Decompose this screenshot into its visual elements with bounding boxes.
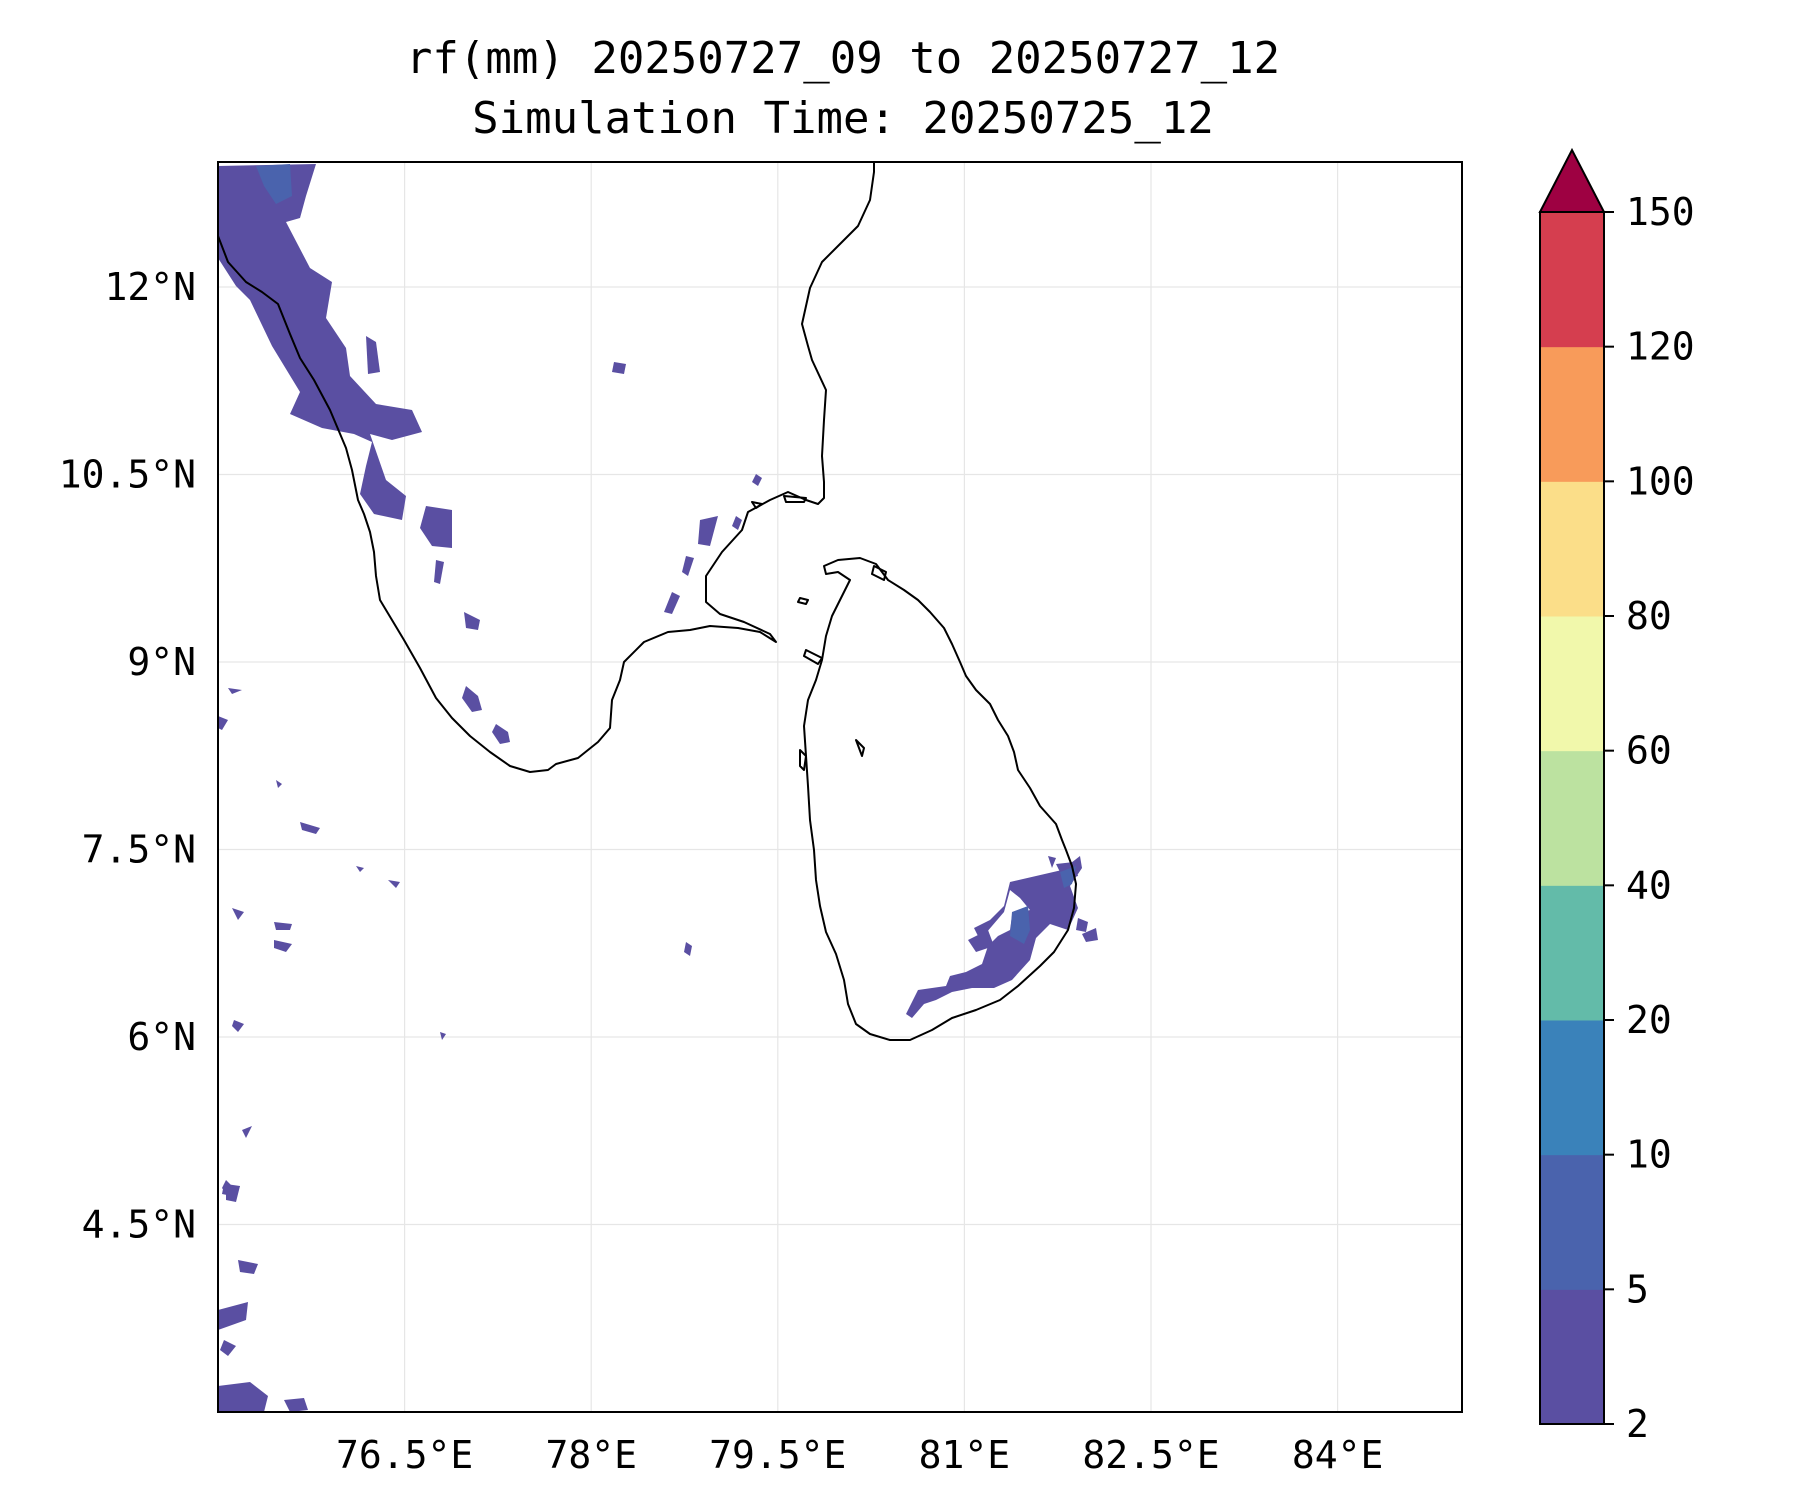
rain-cell [698, 516, 718, 546]
rain-cell-sri-lanka-southeast [906, 856, 1082, 1018]
rain-cell [440, 1032, 446, 1040]
rain-cell [664, 592, 680, 614]
coastline-islands [751, 495, 887, 771]
rain-cell [492, 724, 510, 744]
lat-tick-label: 9°N [127, 640, 196, 684]
rain-cell [284, 1398, 308, 1412]
rain-cell [276, 780, 282, 788]
rain-cell-sri-lanka-east [1048, 856, 1056, 868]
colorbar-tick-label: 10 [1626, 1133, 1672, 1177]
rain-cell [968, 930, 994, 952]
lon-tick-label: 82.5°E [1082, 1433, 1219, 1477]
rain-cell [218, 1382, 268, 1412]
rain-core-sri-lanka [1060, 866, 1076, 888]
colorbar-tick-label: 40 [1626, 863, 1672, 907]
rain-cell [232, 908, 244, 920]
lon-tick-label: 76.5°E [336, 1433, 473, 1477]
chart-title: rf(mm) 20250727_09 to 20250727_12 [405, 33, 1281, 84]
coastlines [218, 162, 1077, 1041]
colorbar-segment [1540, 1020, 1604, 1156]
rain-cell [434, 560, 444, 584]
lon-tick-label: 84°E [1292, 1433, 1384, 1477]
rain-cell [242, 1126, 252, 1138]
gridlines [218, 162, 1462, 1412]
colorbar-tick-label: 80 [1626, 594, 1672, 638]
lat-tick-label: 7.5°N [82, 828, 196, 872]
rain-cell [274, 940, 292, 952]
rain-cell [300, 822, 320, 834]
colorbar-frame [1539, 211, 1605, 1425]
lat-tick-label: 10.5°N [59, 453, 196, 497]
colorbar-extend-arrow [1538, 147, 1606, 213]
colorbar-tick-label: 2 [1626, 1402, 1649, 1446]
rain-cell [238, 1260, 258, 1274]
lon-tick-label: 78°E [545, 1433, 637, 1477]
rain-core-sri-lanka [1010, 906, 1030, 944]
rain-cell [218, 716, 228, 730]
map-frame [217, 161, 1463, 1413]
colorbar-tick-label: 100 [1626, 459, 1695, 503]
colorbar-segment [1540, 1154, 1604, 1290]
rain-cell [388, 880, 400, 888]
chart-subtitle: Simulation Time: 20250725_12 [472, 93, 1214, 144]
colorbar-segment [1540, 885, 1604, 1021]
coastline-india [218, 162, 875, 773]
rain-cell [1082, 928, 1098, 942]
colorbar-segment [1540, 616, 1604, 752]
rain-cell-sri-lanka-east [1076, 918, 1088, 932]
lat-tick-label: 4.5°N [82, 1203, 196, 1247]
colorbar-tick-label: 60 [1626, 729, 1672, 773]
rain-core-north [256, 164, 292, 204]
rain-cell-coorg [366, 336, 380, 374]
colorbar-segment [1540, 481, 1604, 617]
colorbar-tick-label: 20 [1626, 998, 1672, 1042]
rain-cell [226, 1186, 240, 1202]
rain-cell [274, 922, 292, 930]
lat-tick-label: 12°N [104, 265, 196, 309]
colorbar-tick-label: 120 [1626, 325, 1695, 369]
colorbar: 2 5 10 20 40 60 80 100 120 150 [1538, 147, 1695, 1446]
rain-cell [220, 1340, 236, 1356]
rain-cell [218, 1302, 248, 1330]
colorbar-segment [1540, 346, 1604, 482]
colorbar-segment [1540, 212, 1604, 348]
colorbar-tick-label: 150 [1626, 190, 1695, 234]
rain-cell [732, 516, 742, 530]
rain-cell-west-coast [218, 164, 422, 520]
rain-cell [684, 942, 692, 956]
colorbar-segment [1540, 750, 1604, 886]
rain-cell [232, 1020, 244, 1032]
rain-cell [462, 686, 482, 712]
coastline-sri-lanka [803, 557, 1077, 1041]
rain-cell [682, 556, 694, 576]
rainfall-contours [218, 164, 1098, 1412]
lon-tick-label: 79.5°E [709, 1433, 846, 1477]
map-axes: 76.5°E 78°E 79.5°E 81°E 82.5°E 84°E 12°N 10.5°N… [59, 265, 1384, 1477]
rain-cell [752, 474, 762, 486]
rain-cell [228, 688, 242, 694]
rain-cell [356, 866, 364, 872]
rain-cell [464, 612, 480, 630]
rain-cell-palakkad [420, 506, 452, 548]
rain-cell [612, 362, 626, 374]
lat-tick-label: 6°N [127, 1015, 196, 1059]
colorbar-segment [1540, 1289, 1604, 1425]
colorbar-tick-label: 5 [1626, 1267, 1649, 1311]
lon-tick-label: 81°E [919, 1433, 1011, 1477]
